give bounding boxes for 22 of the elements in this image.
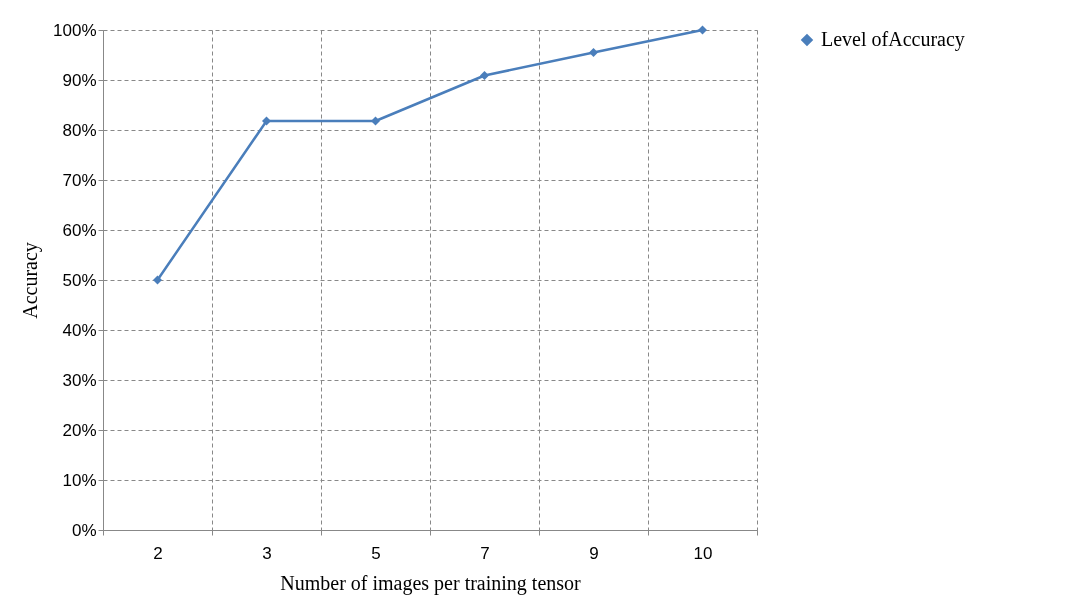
y-tick-label: 80% <box>62 120 97 140</box>
y-tick-label: 70% <box>62 170 97 190</box>
y-tick-label: 0% <box>71 520 97 540</box>
x-tick-label: 9 <box>589 543 599 563</box>
x-tick-label: 10 <box>693 543 713 563</box>
y-tick-label: 90% <box>62 70 97 90</box>
y-tick-label: 50% <box>62 270 97 290</box>
point <box>480 71 489 80</box>
point <box>589 48 598 57</box>
y-tick-label: 10% <box>62 470 97 490</box>
x-tick-label: 7 <box>480 543 490 563</box>
x-axis-title: Number of images per training tensor <box>280 571 582 595</box>
y-tick-label: 30% <box>62 370 97 390</box>
legend-label: Level ofAccuracy <box>821 28 965 51</box>
x-tick-label: 2 <box>153 543 163 563</box>
y-tick-label: 40% <box>62 320 97 340</box>
y-tick-label: 100% <box>53 20 97 40</box>
y-axis-title: Accuracy <box>19 242 43 319</box>
y-tick-label: 20% <box>62 420 97 440</box>
x-tick-label: 5 <box>371 543 381 563</box>
x-tick-label: 3 <box>262 543 272 563</box>
y-tick-label: 60% <box>62 220 97 240</box>
